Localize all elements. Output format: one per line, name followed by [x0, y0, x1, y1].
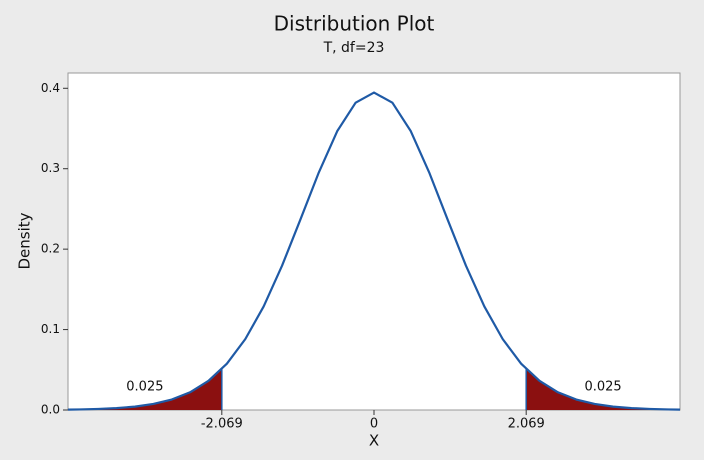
plot-area [67, 72, 681, 411]
y-tick-label: 0.1 [41, 322, 60, 336]
density-curve [67, 91, 681, 411]
y-tick-label: 0.0 [41, 403, 60, 417]
y-tick-label: 0.2 [41, 242, 60, 256]
y-tick-label: 0.3 [41, 161, 60, 175]
shaded-tail [526, 369, 680, 410]
chart-subtitle: T, df=23 [323, 40, 385, 56]
x-tick-label: -2.069 [201, 417, 243, 432]
chart-title: Distribution Plot [274, 12, 435, 36]
y-tick-label: 0.4 [41, 81, 60, 95]
tail-probability-label: 0.025 [584, 380, 621, 395]
shaded-tail [68, 369, 222, 410]
x-tick-label: 2.069 [508, 417, 545, 432]
x-axis-label: X [369, 432, 379, 450]
y-axis-label: Density [16, 212, 34, 269]
x-tick-label: 0 [370, 417, 378, 432]
tail-probability-label: 0.025 [126, 380, 163, 395]
